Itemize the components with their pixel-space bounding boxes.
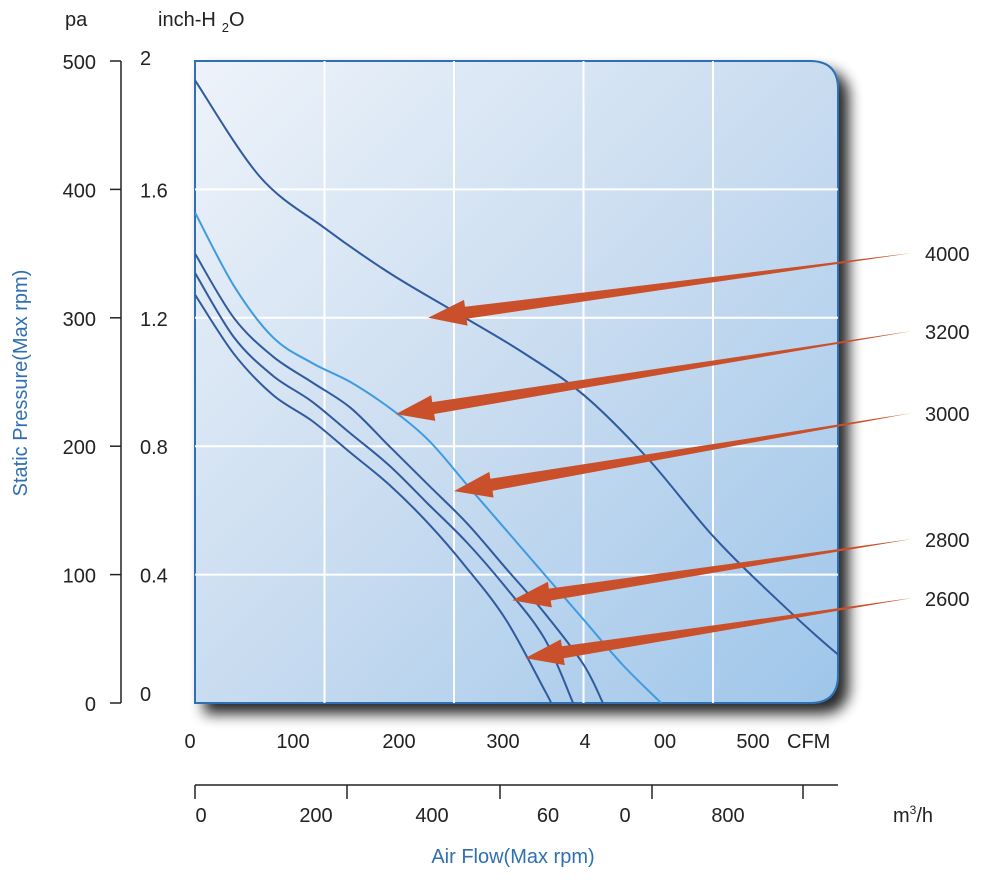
curve-3200 (195, 212, 662, 703)
pa-tick-label: 300 (63, 309, 96, 331)
axis-ticks (110, 60, 804, 799)
cfm-tick-label: 200 (382, 731, 415, 753)
pa-tick-label: 200 (63, 437, 96, 459)
curve-2800 (195, 272, 575, 703)
m3h-tick-label: 400 (415, 805, 448, 827)
inch-h2o-tick-label: 0 (140, 684, 151, 706)
rpm-label-4000: 4000 (925, 244, 970, 266)
rpm-label-3000: 3000 (925, 404, 970, 426)
x-axis-title: Air Flow(Max rpm) (431, 846, 594, 868)
y-axis-title: Static Pressure(Max rpm) (10, 270, 32, 497)
cfm-tick-label: 00 (654, 731, 676, 753)
cfm-tick-label: 100 (276, 731, 309, 753)
cfm-tick-label: 300 (486, 731, 519, 753)
plot-area (194, 60, 839, 704)
grid-lines (195, 61, 838, 703)
curve-3000 (195, 253, 604, 703)
m3h-tick-label: 60 (537, 805, 559, 827)
curve-2600 (195, 294, 552, 703)
inch-h2o-tick-label: 1.2 (140, 309, 168, 331)
cfm-tick-label: 0 (184, 731, 195, 753)
cfm-unit-label: CFM (787, 731, 830, 753)
m3h-unit-label: m3/h (893, 803, 933, 827)
m3h-tick-label: 200 (299, 805, 332, 827)
inch-h2o-tick-label: 0.8 (140, 437, 168, 459)
pa-tick-label: 100 (63, 566, 96, 588)
inch-h2o-tick-label: 0.4 (140, 566, 168, 588)
curve-4000 (195, 79, 838, 703)
inch-h2o-tick-label: 2 (140, 48, 151, 70)
rpm-label-2600: 2600 (925, 589, 970, 611)
inch-h2o-tick-label: 1.6 (140, 180, 168, 202)
m3h-tick-label: 0 (619, 805, 630, 827)
rpm-label-2800: 2800 (925, 530, 970, 552)
rpm-callouts: 4000 3200 3000 2800 2600 (395, 244, 970, 666)
pa-tick-label: 400 (63, 180, 96, 202)
m3h-tick-label: 800 (711, 805, 744, 827)
m3h-tick-label: 0 (195, 805, 206, 827)
callout-arrow-3000 (454, 413, 912, 498)
cfm-tick-label: 500 (736, 731, 769, 753)
rpm-label-3200: 3200 (925, 322, 970, 344)
cfm-tick-label: 4 (579, 731, 590, 753)
pa-unit-label: pa (65, 9, 88, 31)
fan-curves (195, 79, 838, 703)
inch-h2o-unit-label: inch-H 2O (158, 9, 245, 35)
pa-tick-label: 500 (63, 52, 96, 74)
pa-tick-label: 0 (85, 694, 96, 716)
